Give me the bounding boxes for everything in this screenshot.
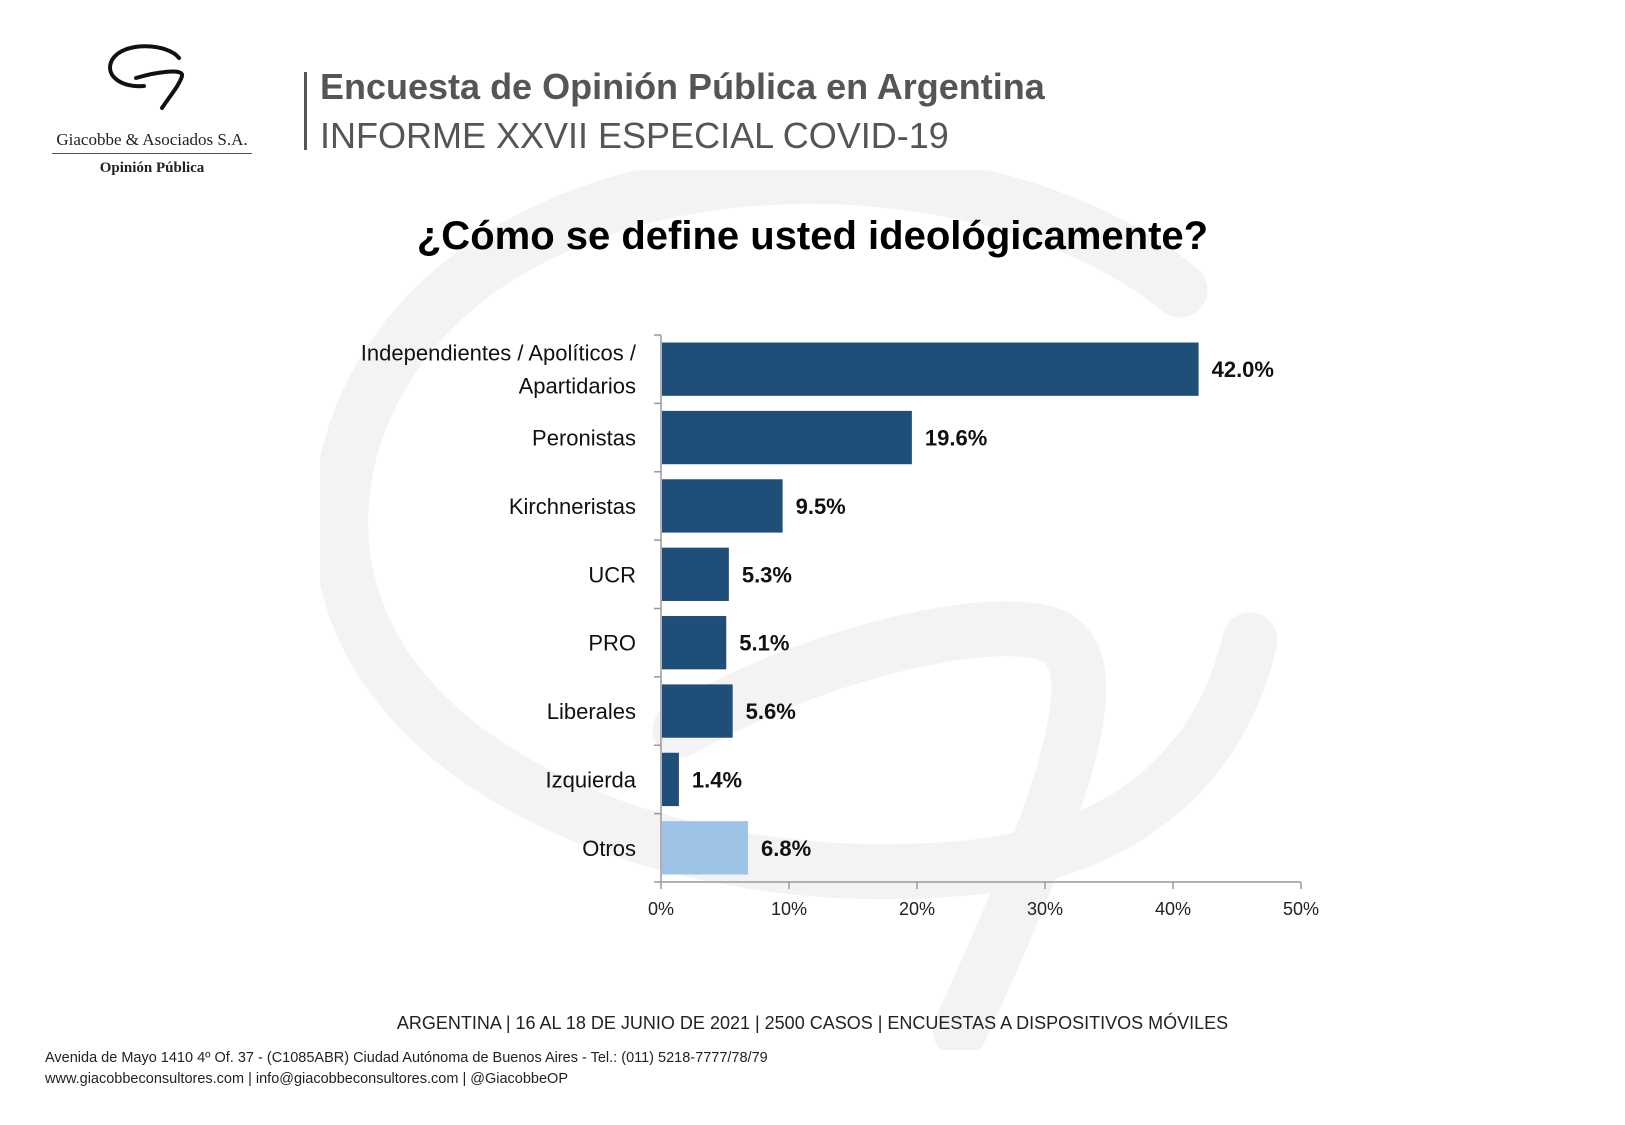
survey-info: ARGENTINA | 16 AL 18 DE JUNIO DE 2021 | … xyxy=(396,1013,1229,1033)
bar xyxy=(662,342,1199,396)
company-logo: Giacobbe & Asociados S.A. Opinión Públic… xyxy=(52,42,252,182)
x-tick-label: 10% xyxy=(771,899,807,919)
data-label: 19.6% xyxy=(925,426,987,451)
category-label: Izquierda xyxy=(545,767,636,792)
logo-company-name: Giacobbe & Asociados S.A. xyxy=(52,130,252,154)
data-label: 5.6% xyxy=(746,699,796,724)
logo-subtitle: Opinión Pública xyxy=(99,160,205,176)
bar xyxy=(662,752,679,807)
x-tick-label: 40% xyxy=(1155,899,1191,919)
bar xyxy=(662,479,783,533)
data-label: 5.1% xyxy=(739,631,789,656)
category-label: Kirchneristas xyxy=(509,494,636,519)
report-title: Encuesta de Opinión Pública en Argentina xyxy=(320,66,1045,107)
category-label: Independientes / Apolíticos / Apartidario… xyxy=(361,341,637,399)
x-tick-label: 50% xyxy=(1283,899,1319,919)
category-label: Peronistas xyxy=(532,426,636,451)
category-label: PRO xyxy=(588,631,636,656)
chart-title: ¿Cómo se define usted ideológicamente? xyxy=(416,214,1209,258)
category-label: Liberales xyxy=(547,699,636,724)
data-label: 42.0% xyxy=(1212,357,1274,382)
logo-mark-icon xyxy=(108,44,184,110)
bar-chart: 0% 10% 20% 30% 40% 50% 42.0% Independientes / A… xyxy=(361,334,1319,919)
bar xyxy=(662,410,912,465)
data-label: 6.8% xyxy=(761,836,811,861)
header-divider xyxy=(304,72,307,150)
contact-address: Avenida de Mayo 1410 4º Of. 37 - (C1085A… xyxy=(45,1050,768,1066)
report-subtitle: INFORME XXVII ESPECIAL COVID-19 xyxy=(320,115,949,156)
contact-web: www.giacobbeconsultores.com | info@giaco… xyxy=(45,1071,568,1087)
x-tick-label: 20% xyxy=(899,899,935,919)
watermark-logo xyxy=(320,170,1278,1050)
data-label: 5.3% xyxy=(742,562,792,587)
data-label: 9.5% xyxy=(796,494,846,519)
category-label: Otros xyxy=(582,836,636,861)
data-label: 1.4% xyxy=(692,767,742,792)
bar xyxy=(662,684,733,738)
x-tick-label: 0% xyxy=(648,899,674,919)
bar xyxy=(662,821,749,875)
bar xyxy=(662,547,729,601)
bar xyxy=(662,616,727,670)
category-label: UCR xyxy=(588,562,636,587)
x-tick-label: 30% xyxy=(1027,899,1063,919)
